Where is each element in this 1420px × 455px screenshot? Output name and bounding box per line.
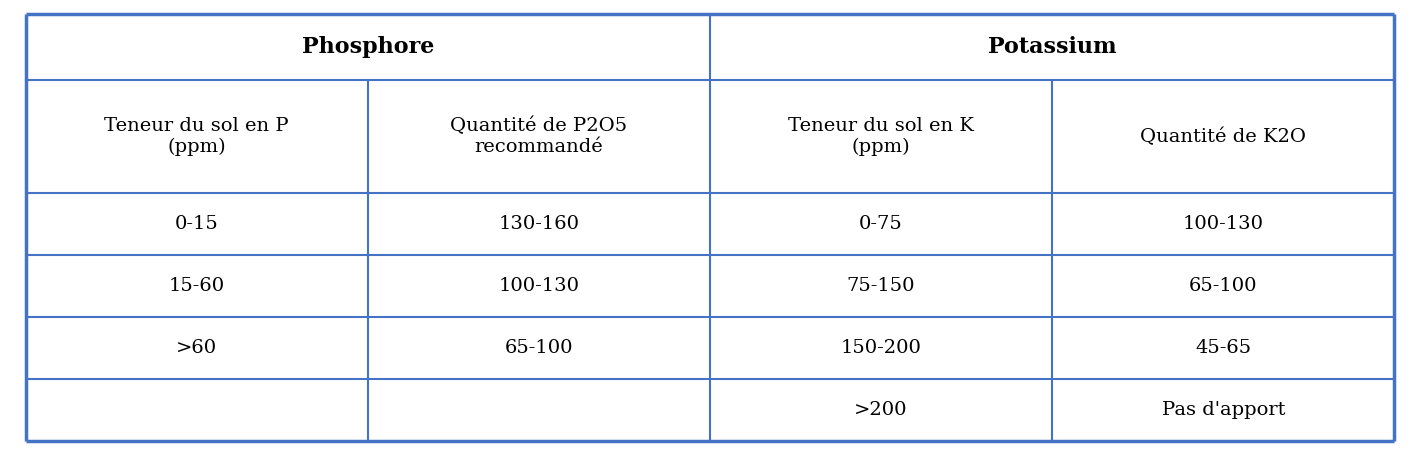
Bar — [710, 317, 1052, 379]
Bar — [1052, 193, 1394, 255]
Bar — [1052, 317, 1394, 379]
Bar — [26, 379, 368, 441]
Text: Teneur du sol en P
(ppm): Teneur du sol en P (ppm) — [104, 117, 290, 156]
Text: Teneur du sol en K
(ppm): Teneur du sol en K (ppm) — [788, 117, 974, 156]
Bar — [26, 14, 368, 80]
Bar — [710, 80, 1052, 193]
Text: 150-200: 150-200 — [841, 339, 922, 357]
Text: 100-130: 100-130 — [1183, 215, 1264, 233]
Bar — [1052, 14, 1394, 80]
Bar — [368, 193, 710, 255]
Bar — [26, 193, 368, 255]
Bar — [368, 255, 710, 317]
Bar — [1052, 379, 1394, 441]
Text: 0-75: 0-75 — [859, 215, 903, 233]
Text: >60: >60 — [176, 339, 217, 357]
Bar — [710, 14, 1052, 80]
Text: 130-160: 130-160 — [498, 215, 579, 233]
Bar — [368, 14, 710, 80]
Text: Quantité de K2O: Quantité de K2O — [1140, 127, 1306, 146]
Text: 15-60: 15-60 — [169, 277, 224, 295]
Text: 100-130: 100-130 — [498, 277, 579, 295]
Text: Quantité de P2O5
recommandé: Quantité de P2O5 recommandé — [450, 117, 628, 156]
Bar — [1052, 80, 1394, 193]
Text: 75-150: 75-150 — [846, 277, 916, 295]
Text: 65-100: 65-100 — [1189, 277, 1258, 295]
Bar — [710, 255, 1052, 317]
Bar — [26, 80, 368, 193]
Bar — [26, 255, 368, 317]
Bar — [26, 317, 368, 379]
Bar — [1052, 255, 1394, 317]
Text: Phosphore: Phosphore — [301, 36, 435, 58]
Text: Potassium: Potassium — [988, 36, 1116, 58]
Bar — [368, 317, 710, 379]
Text: 65-100: 65-100 — [504, 339, 574, 357]
Text: >200: >200 — [855, 401, 907, 420]
Text: 45-65: 45-65 — [1196, 339, 1251, 357]
Bar — [368, 80, 710, 193]
Bar — [710, 193, 1052, 255]
Text: 0-15: 0-15 — [175, 215, 219, 233]
Bar — [368, 379, 710, 441]
Bar — [710, 379, 1052, 441]
Text: Pas d'apport: Pas d'apport — [1162, 401, 1285, 420]
